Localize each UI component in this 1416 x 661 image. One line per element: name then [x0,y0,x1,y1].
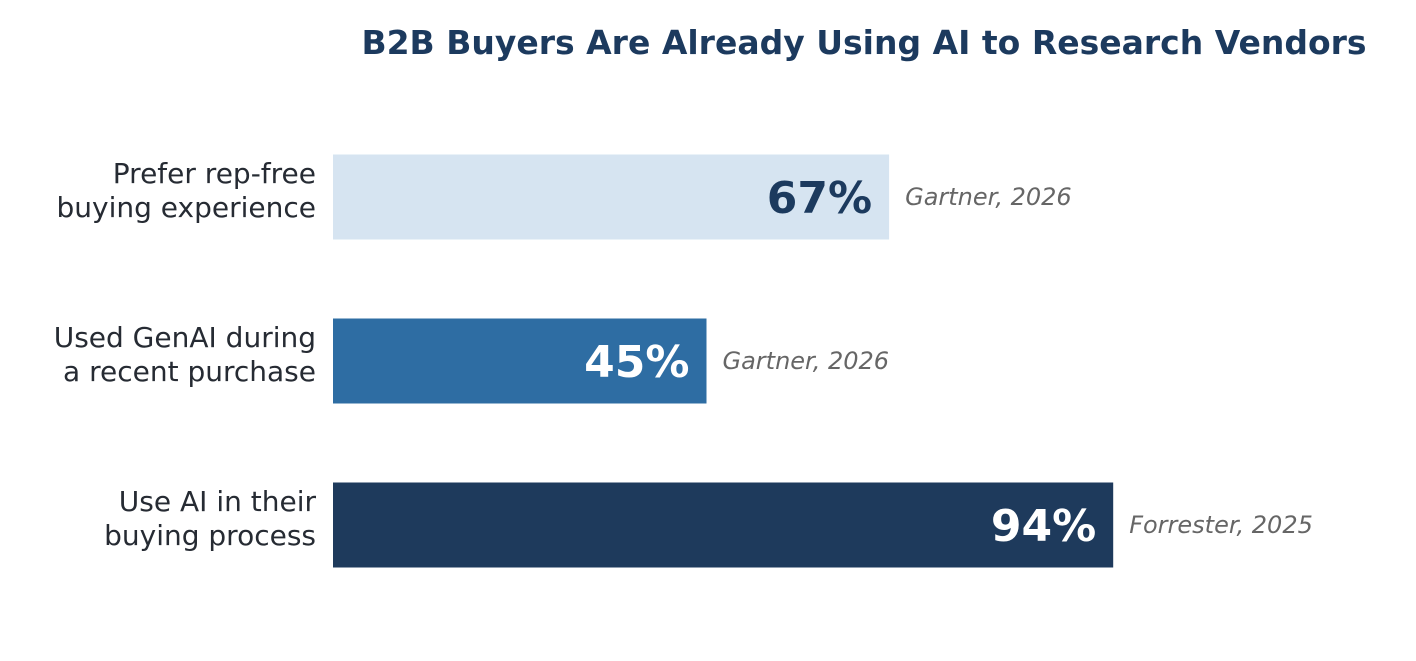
value-label: 94% [991,501,1096,552]
category-label: Use AI in their buying process [104,485,316,552]
category-label-line: a recent purchase [63,355,316,388]
value-label: 45% [584,337,689,388]
category-label-line: buying experience [57,191,316,224]
value-label: 67% [767,173,872,224]
chart-title: B2B Buyers Are Already Using AI to Resea… [361,23,1366,62]
category-label-line: Used GenAI during [54,321,316,354]
source-annotation: Gartner, 2026 [723,347,890,375]
category-label: Prefer rep-free buying experience [57,157,316,224]
bars-group: Prefer rep-free buying experience 67% Gartn… [54,154,1313,568]
source-annotation: Forrester, 2025 [1129,511,1313,539]
category-label-line: Use AI in their [119,485,317,518]
category-label-line: buying process [104,519,316,552]
category-label-line: Prefer rep-free [113,157,316,190]
bar [333,318,707,404]
category-label: Used GenAI during a recent purchase [54,321,316,388]
source-annotation: Gartner, 2026 [905,183,1072,211]
bar [333,154,890,240]
bar [333,482,1114,568]
